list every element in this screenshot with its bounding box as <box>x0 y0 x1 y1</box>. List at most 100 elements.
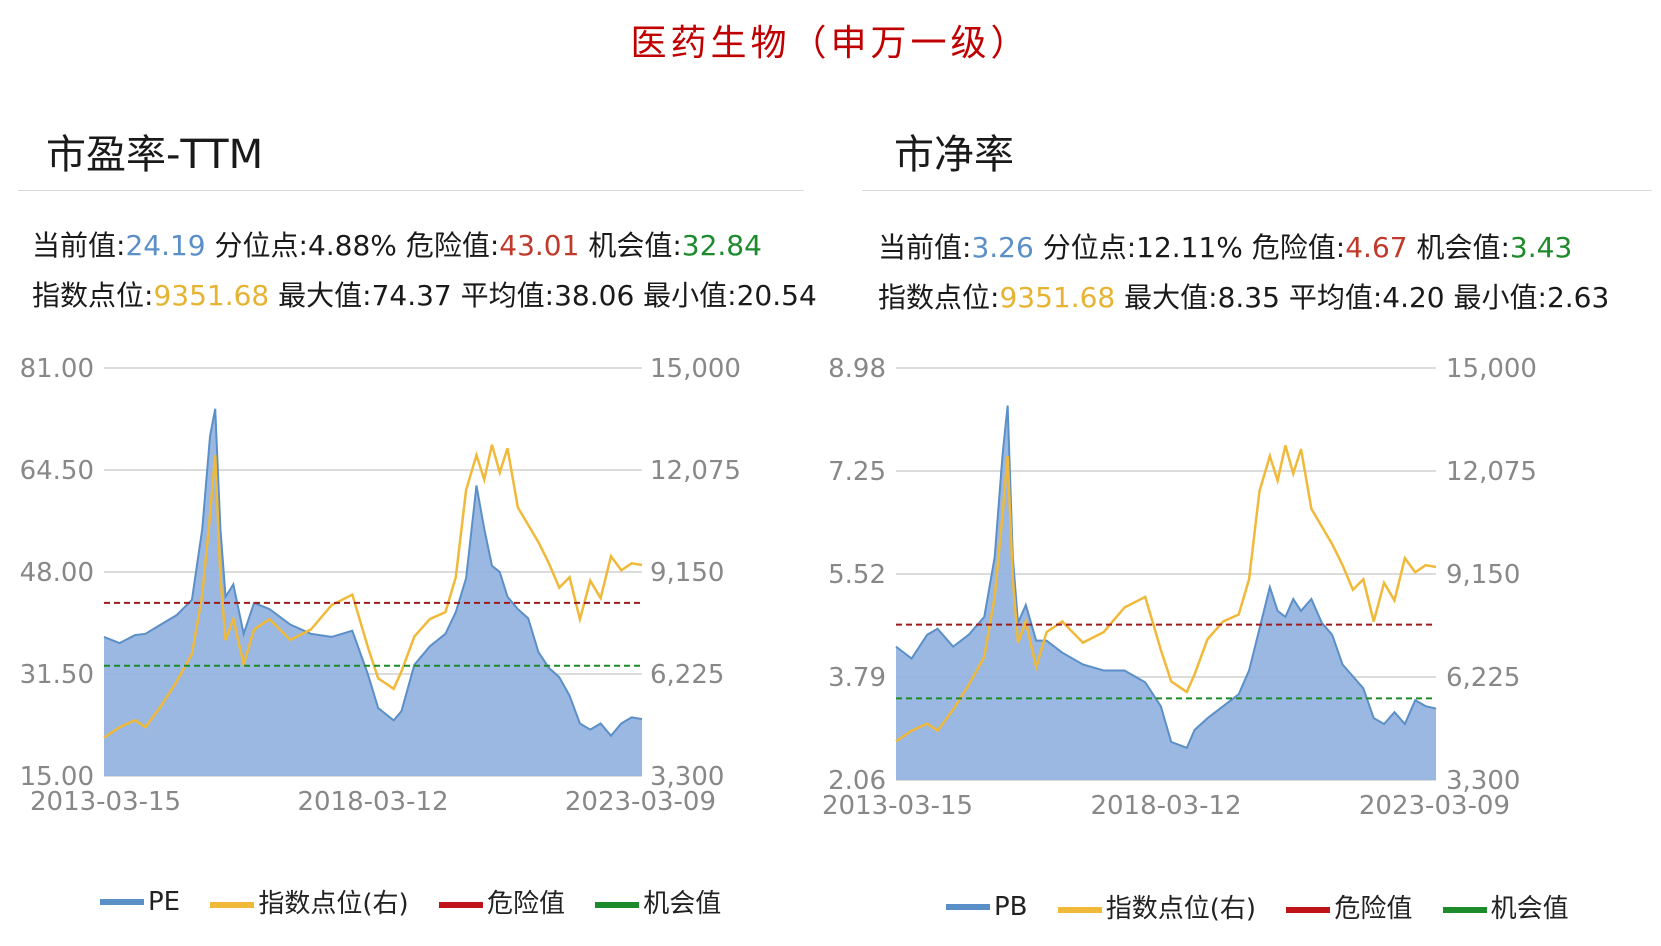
y-right-tick-label: 12,075 <box>650 456 741 486</box>
min-value: 2.63 <box>1546 281 1610 314</box>
chance-value: 32.84 <box>681 229 762 262</box>
y-right-tick-label: 9,150 <box>1446 560 1520 590</box>
legend: PB 指数点位(右) 危险值 机会值 <box>946 888 1591 925</box>
y-right-tick-label: 15,000 <box>1446 354 1537 384</box>
legend-swatch-index <box>210 901 255 908</box>
series-line <box>895 405 1437 750</box>
y-right-tick-label: 6,225 <box>1446 663 1520 693</box>
avg-value: 4.20 <box>1382 281 1445 314</box>
current-label: 当前值: <box>32 229 126 262</box>
percentile-value: 4.88% <box>307 229 397 262</box>
percentile-label: 分位点: <box>1042 231 1137 264</box>
max-label: 最大值: <box>1124 281 1218 314</box>
legend-label-danger: 危险值 <box>1334 894 1413 924</box>
chance-label: 机会值: <box>1416 231 1510 264</box>
percentile-label: 分位点: <box>214 229 308 262</box>
chance-label: 机会值: <box>588 229 682 262</box>
legend-label-danger: 危险值 <box>486 889 565 919</box>
index-value: 9351.68 <box>153 279 270 312</box>
legend-label-series: PE <box>148 886 181 917</box>
legend-swatch-danger <box>1286 906 1331 913</box>
y-right-tick-label: 3,300 <box>1446 766 1520 796</box>
avg-label: 平均值: <box>1288 281 1383 314</box>
y-right-tick-label: 3,300 <box>650 762 724 792</box>
index-line <box>895 445 1437 743</box>
index-label: 指数点位: <box>32 279 154 312</box>
min-label: 最小值: <box>643 279 737 312</box>
legend-swatch-chance <box>595 901 640 908</box>
stats-line-2: 指数点位:9351.68 最大值:8.35 平均值:4.20 最小值:2.63 <box>878 276 1609 316</box>
danger-label: 危险值: <box>1251 231 1346 264</box>
legend: PE 指数点位(右) 危险值 机会值 <box>100 883 743 920</box>
legend-swatch-danger <box>438 901 483 908</box>
legend-item-series: PB <box>946 892 1028 922</box>
max-label: 最大值: <box>278 279 372 312</box>
current-value: 3.26 <box>971 231 1034 264</box>
x-tick-label: 2013-03-15 <box>30 787 181 817</box>
avg-label: 平均值: <box>460 279 555 312</box>
avg-value: 38.06 <box>554 279 635 312</box>
chance-value: 3.43 <box>1509 231 1573 264</box>
series-area <box>104 408 642 776</box>
legend-item-index: 指数点位(右) <box>1057 888 1257 925</box>
y-right-tick-label: 9,150 <box>650 558 724 588</box>
legend-item-series: PE <box>100 887 180 917</box>
legend-label-index: 指数点位(右) <box>258 889 409 919</box>
x-tick-label: 2023-03-09 <box>565 787 716 817</box>
legend-item-danger: 危险值 <box>438 883 565 920</box>
percentile-value: 12.11% <box>1136 231 1243 264</box>
legend-swatch-series <box>100 899 144 905</box>
y-left-tick-label: 7.25 <box>828 457 886 487</box>
x-tick-label: 2018-03-12 <box>297 787 448 817</box>
x-tick-label: 2023-03-09 <box>1359 791 1510 821</box>
current-value: 24.19 <box>125 229 206 262</box>
y-left-tick-label: 8.98 <box>828 354 886 384</box>
legend-item-chance: 机会值 <box>1442 888 1569 925</box>
legend-swatch-series <box>946 904 990 910</box>
min-value: 20.54 <box>736 279 817 312</box>
legend-label-series: PB <box>994 891 1028 922</box>
series-line <box>103 408 643 738</box>
legend-label-chance: 机会值 <box>1490 894 1569 924</box>
stats-line-1: 当前值:24.19 分位点:4.88% 危险值:43.01 机会值:32.84 <box>32 224 762 264</box>
pe-chart: 15.00 31.50 48.00 64.50 81.00 3,300 6,225 9,150… <box>20 354 741 817</box>
divider <box>18 190 804 191</box>
stats-line-1: 当前值:3.26 分位点:12.11% 危险值:4.67 机会值:3.43 <box>878 226 1572 266</box>
panel-title: 市净率 <box>894 132 1014 178</box>
pb-chart: 2.06 3.79 5.52 7.25 8.98 3,300 6,225 9,150 12,07… <box>822 354 1537 821</box>
main-title: 医药生物（申万一级） <box>630 23 1031 64</box>
danger-value: 43.01 <box>499 229 580 262</box>
pb-panel: 市净率 当前值:3.26 分位点:12.11% 危险值:4.67 机会值:3.4… <box>822 0 1661 946</box>
y-left-tick-label: 48.00 <box>20 558 94 588</box>
y-right-tick-label: 6,225 <box>650 660 724 690</box>
y-right-tick-label: 15,000 <box>650 354 741 384</box>
legend-item-index: 指数点位(右) <box>210 883 409 920</box>
legend-swatch-chance <box>1442 906 1487 913</box>
legend-item-chance: 机会值 <box>595 883 721 920</box>
index-value: 9351.68 <box>999 281 1116 314</box>
legend-label-chance: 机会值 <box>643 889 722 919</box>
divider <box>862 190 1652 191</box>
legend-label-index: 指数点位(右) <box>1105 894 1257 924</box>
series-area <box>896 405 1436 780</box>
index-label: 指数点位: <box>878 281 1000 314</box>
danger-label: 危险值: <box>405 229 500 262</box>
y-right-tick-label: 12,075 <box>1446 457 1537 487</box>
current-label: 当前值: <box>878 231 972 264</box>
panel-title: 市盈率-TTM <box>46 132 264 178</box>
y-left-tick-label: 3.79 <box>828 663 886 693</box>
y-left-tick-label: 2.06 <box>828 766 886 796</box>
legend-swatch-index <box>1057 906 1102 913</box>
x-tick-label: 2018-03-12 <box>1090 791 1241 821</box>
pe-panel: 市盈率-TTM 当前值:24.19 分位点:4.88% 危险值:43.01 机会… <box>0 0 820 946</box>
max-value: 74.37 <box>371 279 452 312</box>
danger-value: 4.67 <box>1345 231 1408 264</box>
y-left-tick-label: 15.00 <box>20 762 94 792</box>
y-left-tick-label: 64.50 <box>20 456 94 486</box>
stats-line-2: 指数点位:9351.68 最大值:74.37 平均值:38.06 最小值:20.… <box>32 274 817 314</box>
y-left-tick-label: 5.52 <box>828 560 886 590</box>
max-value: 8.35 <box>1217 281 1280 314</box>
y-left-tick-label: 31.50 <box>20 660 94 690</box>
x-tick-label: 2013-03-15 <box>822 791 973 821</box>
y-left-tick-label: 81.00 <box>20 354 94 384</box>
